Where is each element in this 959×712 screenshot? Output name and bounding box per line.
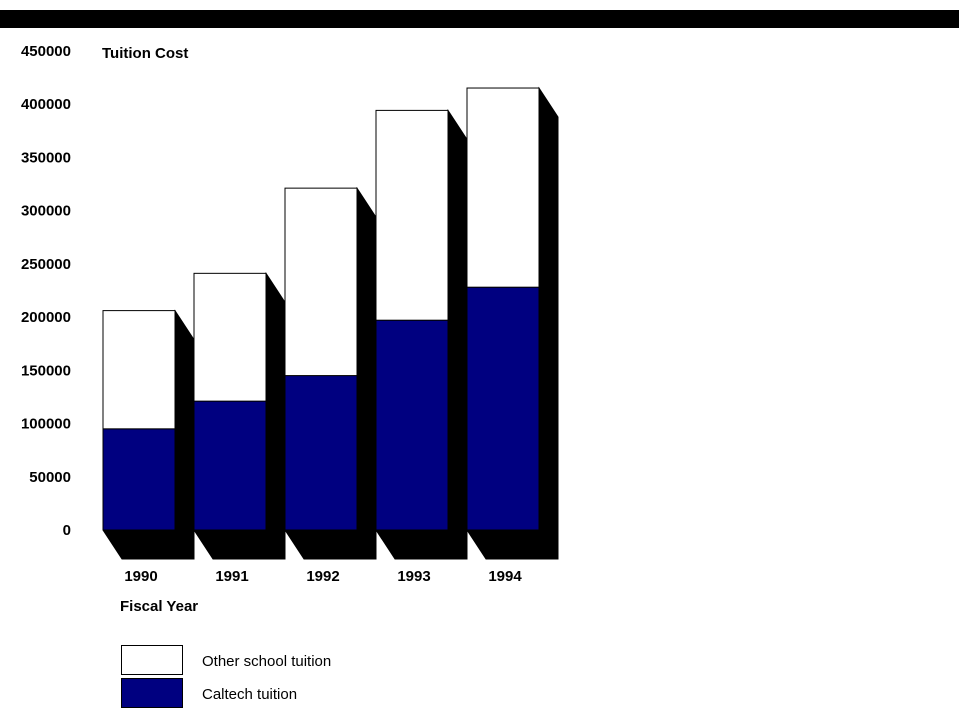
bar-caltech-tuition-1990 xyxy=(102,428,176,531)
bar-other-school-tuition-1994 xyxy=(466,87,540,288)
legend-item-other-school: Other school tuition xyxy=(121,645,421,678)
x-tick-label: 1994 xyxy=(488,568,522,585)
bar-caltech-tuition-1991 xyxy=(193,400,267,531)
bar-other-school-tuition-1993 xyxy=(375,109,449,321)
y-tick-label: 200000 xyxy=(21,309,71,326)
y-axis-title: Tuition Cost xyxy=(102,45,188,62)
bar-other-school-tuition-1992 xyxy=(284,187,358,377)
y-tick-label: 450000 xyxy=(21,43,71,60)
legend-label-caltech: Caltech tuition xyxy=(202,686,298,703)
y-tick-label: 250000 xyxy=(21,256,71,273)
y-tick-label: 400000 xyxy=(21,96,71,113)
bar-caltech-tuition-1992 xyxy=(284,375,358,531)
legend-label-other-school: Other school tuition xyxy=(202,653,332,670)
bars xyxy=(102,87,540,531)
legend-item-caltech: Caltech tuition xyxy=(121,678,421,711)
legend-swatch-caltech xyxy=(121,678,183,708)
legend: Other school tuition Caltech tuition xyxy=(121,645,421,711)
y-tick-label: 100000 xyxy=(21,416,71,433)
bar-other-school-tuition-1990 xyxy=(102,310,176,430)
y-tick-label: 0 xyxy=(63,522,71,539)
x-tick-label: 1991 xyxy=(215,568,248,585)
x-tick-label: 1990 xyxy=(124,568,157,585)
y-axis-ticks: 0 50000 100000 150000 200000 250000 300000 3500… xyxy=(21,43,71,539)
x-axis-title: Fiscal Year xyxy=(120,598,198,615)
x-tick-label: 1992 xyxy=(306,568,339,585)
bar-caltech-tuition-1993 xyxy=(375,319,449,531)
bar-other-school-tuition-1991 xyxy=(193,272,267,402)
legend-swatch-other-school xyxy=(121,645,183,675)
x-tick-label: 1993 xyxy=(397,568,430,585)
bar-caltech-tuition-1994 xyxy=(466,286,540,531)
x-axis-ticks: 1990 1991 1992 1993 1994 xyxy=(124,568,522,585)
y-tick-label: 50000 xyxy=(29,469,71,486)
top-banner xyxy=(0,10,959,28)
y-tick-label: 150000 xyxy=(21,362,71,379)
y-tick-label: 300000 xyxy=(21,203,71,220)
y-tick-label: 350000 xyxy=(21,149,71,166)
